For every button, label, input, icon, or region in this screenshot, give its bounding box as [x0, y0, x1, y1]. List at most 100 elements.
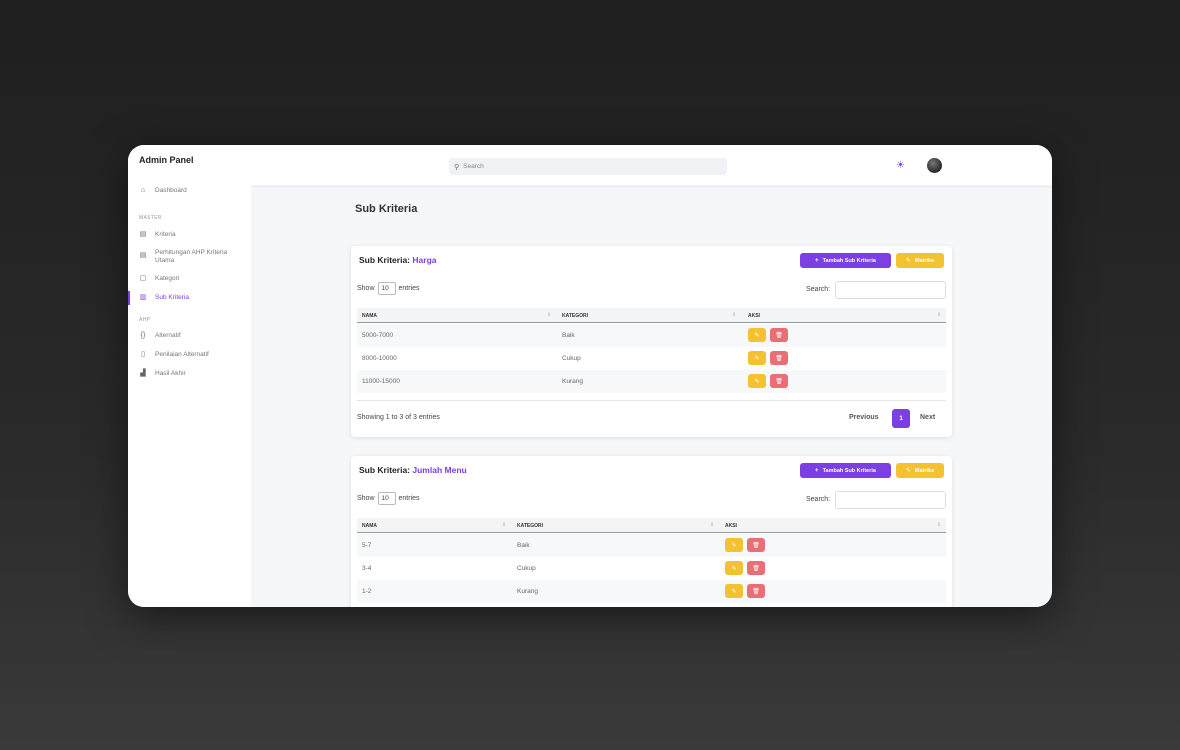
sort-icon[interactable]: ⇕	[937, 312, 942, 318]
sidebar-item-perhitungan[interactable]: ▤ Perhitungan AHP Kriteria Utama	[128, 249, 251, 271]
card-title-prefix: Sub Kriteria:	[359, 255, 411, 265]
topbar: ⚲ Search ☀	[251, 145, 1052, 188]
edit-button[interactable]: ✎	[748, 374, 766, 388]
sort-icon[interactable]: ⇕	[547, 312, 552, 318]
sidebar-item-kategori[interactable]: ▢ Kategori	[128, 275, 251, 293]
sort-icon[interactable]: ⇕	[937, 522, 942, 528]
plus-icon: +	[815, 467, 819, 474]
table-search-input[interactable]	[835, 491, 946, 509]
add-sub-kriteria-label: Tambah Sub Kriteria	[822, 257, 876, 264]
sub-kriteria-card-jumlah-menu: Sub Kriteria: Jumlah Menu + Tambah Sub K…	[351, 456, 952, 607]
cell-kategori: Kurang	[517, 588, 538, 595]
table-search-input[interactable]	[835, 281, 946, 299]
column-header-kategori[interactable]: KATEGORI	[517, 523, 544, 529]
sidebar-item-kriteria[interactable]: ▤ Kriteria	[128, 231, 251, 249]
delete-button[interactable]: 🗑	[770, 351, 788, 365]
plus-icon: +	[815, 257, 819, 264]
cell-kategori: Kurang	[562, 378, 583, 385]
add-sub-kriteria-button[interactable]: + Tambah Sub Kriteria	[800, 463, 891, 478]
sidebar: Admin Panel ⌂ Dashboard MASTER ▤ Kriteri…	[128, 145, 251, 607]
matriks-button[interactable]: ✎ Matriks	[896, 463, 944, 478]
sidebar-item-label-line2: Utama	[155, 257, 175, 264]
column-header-nama[interactable]: NAMA	[362, 313, 377, 319]
cell-kategori: Cukup	[517, 565, 536, 572]
card-title: Sub Kriteria: Harga	[359, 255, 436, 265]
add-sub-kriteria-label: Tambah Sub Kriteria	[822, 467, 876, 474]
pencil-icon: ✎	[754, 378, 760, 385]
entries-select[interactable]: 10	[377, 492, 396, 505]
matriks-label: Matriks	[914, 257, 935, 264]
table-row: 5-7 Baik ✎ 🗑	[357, 534, 946, 557]
cell-nama: 5000-7000	[362, 332, 394, 339]
app-window: Admin Panel ⌂ Dashboard MASTER ▤ Kriteri…	[128, 145, 1052, 607]
edit-button[interactable]: ✎	[748, 351, 766, 365]
sidebar-item-alternatif[interactable]: {} Alternatif	[128, 332, 251, 350]
sort-icon[interactable]: ⇕	[732, 312, 737, 318]
cell-nama: 1-2	[362, 588, 372, 595]
cell-nama: 8000-10000	[362, 355, 397, 362]
column-header-aksi[interactable]: AKSI	[748, 313, 760, 319]
entries-length: Show 10 entries	[357, 492, 420, 505]
table-info: Showing 1 to 3 of 3 entries	[357, 414, 440, 421]
cell-kategori: Baik	[517, 542, 530, 549]
pencil-icon: ✎	[731, 565, 737, 572]
column-header-aksi[interactable]: AKSI	[725, 523, 737, 529]
table-search-label: Search:	[806, 496, 831, 503]
column-header-kategori[interactable]: KATEGORI	[562, 313, 589, 319]
sidebar-item-hasil[interactable]: ▟ Hasil Akhir	[128, 370, 251, 388]
entries-select[interactable]: 10	[377, 282, 396, 295]
table-row: 1-2 Kurang ✎ 🗑	[357, 580, 946, 603]
search-icon: ⚲	[454, 163, 460, 171]
entries-label: entries	[398, 495, 420, 502]
pagination-previous[interactable]: Previous	[849, 414, 879, 421]
table-search-label: Search:	[806, 286, 831, 293]
sidebar-item-label: Penilaian Alternatif	[155, 351, 209, 358]
edit-button[interactable]: ✎	[748, 328, 766, 342]
delete-button[interactable]: 🗑	[747, 538, 765, 552]
delete-button[interactable]: 🗑	[747, 561, 765, 575]
sidebar-item-label: Hasil Akhir	[155, 370, 186, 377]
sort-icon[interactable]: ⇕	[502, 522, 507, 528]
delete-button[interactable]: 🗑	[770, 374, 788, 388]
table-row: 8000-10000 Cukup ✎ 🗑	[357, 347, 946, 370]
sidebar-item-penilaian[interactable]: ▯ Penilaian Alternatif	[128, 351, 251, 369]
cell-kategori: Cukup	[562, 355, 581, 362]
cell-kategori: Baik	[562, 332, 575, 339]
braces-icon: {}	[140, 332, 146, 339]
search-input[interactable]: ⚲ Search	[449, 158, 727, 175]
column-header-nama[interactable]: NAMA	[362, 523, 377, 529]
pagination-next[interactable]: Next	[920, 414, 936, 421]
pencil-icon: ✎	[731, 588, 737, 595]
card-title-name: Harga	[412, 255, 437, 265]
avatar[interactable]	[927, 158, 942, 173]
matriks-label: Matriks	[914, 467, 935, 474]
show-label: Show	[357, 495, 375, 502]
table-icon: ▤	[139, 252, 147, 259]
sidebar-item-label: Alternatif	[155, 332, 181, 339]
edit-button[interactable]: ✎	[725, 538, 743, 552]
bar-chart-icon: ▟	[140, 370, 146, 377]
card-title-prefix: Sub Kriteria:	[359, 465, 411, 475]
table-footer-divider	[357, 400, 946, 401]
sidebar-item-sub-kriteria[interactable]: ▥ Sub Kriteria	[128, 291, 251, 312]
clipboard-icon: ▯	[141, 351, 145, 358]
sort-icon[interactable]: ⇕	[710, 522, 715, 528]
trash-icon: 🗑	[752, 542, 760, 549]
add-sub-kriteria-button[interactable]: + Tambah Sub Kriteria	[800, 253, 891, 268]
matriks-button[interactable]: ✎ Matriks	[896, 253, 944, 268]
sun-icon[interactable]: ☀	[896, 160, 905, 171]
edit-button[interactable]: ✎	[725, 584, 743, 598]
table-row: 5000-7000 Baik ✎ 🗑	[357, 324, 946, 347]
sidebar-section-master: MASTER	[139, 215, 162, 221]
sidebar-item-label: Sub Kriteria	[155, 294, 189, 301]
edit-button[interactable]: ✎	[725, 561, 743, 575]
pencil-icon: ✎	[754, 355, 760, 362]
delete-button[interactable]: 🗑	[747, 584, 765, 598]
sidebar-item-dashboard[interactable]: ⌂ Dashboard	[128, 187, 251, 205]
show-label: Show	[357, 285, 375, 292]
pencil-icon: ✎	[905, 468, 911, 474]
delete-button[interactable]: 🗑	[770, 328, 788, 342]
sidebar-item-label: Kriteria	[155, 231, 176, 238]
pagination-page-current[interactable]: 1	[892, 409, 910, 428]
box-icon: ▢	[139, 275, 147, 282]
